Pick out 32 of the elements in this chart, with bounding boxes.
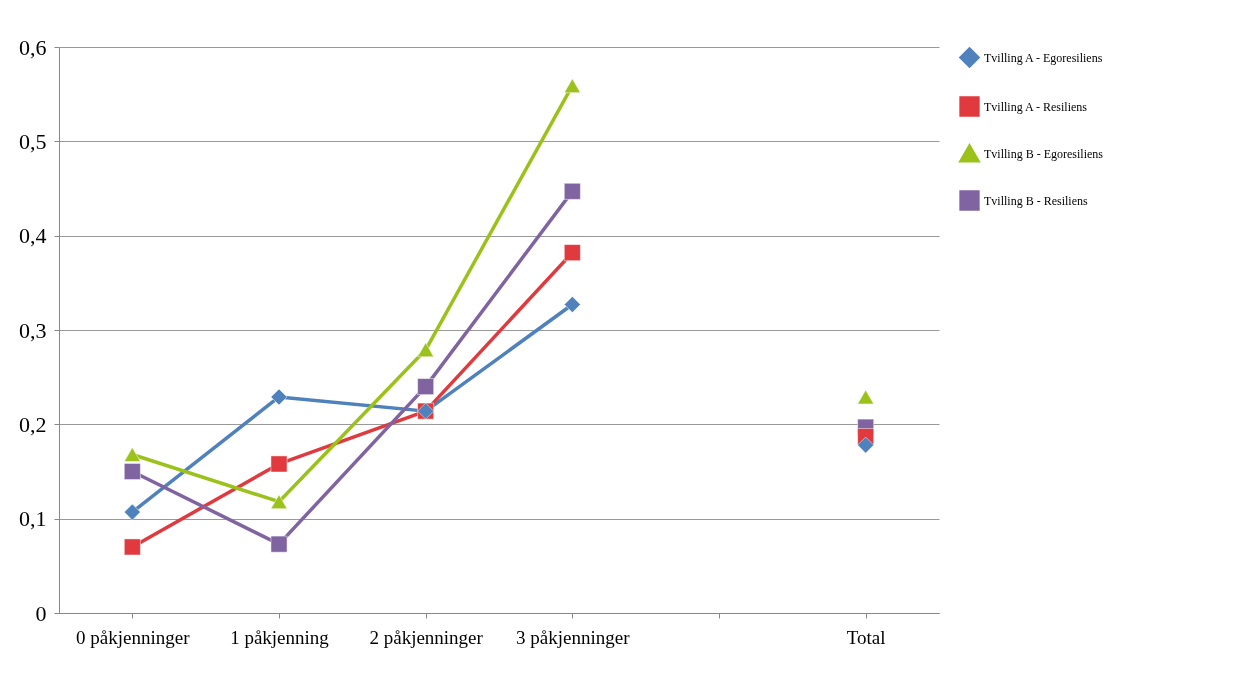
- legend-label: Tvilling A - Resiliens: [984, 99, 1088, 114]
- point: [417, 378, 434, 395]
- point: [857, 389, 874, 405]
- point: [270, 494, 288, 509]
- point: [124, 503, 141, 521]
- point: [124, 463, 141, 480]
- point: [564, 183, 581, 200]
- point: [270, 388, 288, 406]
- x-tick-label: 0 påkjenninger: [76, 626, 191, 648]
- point: [857, 436, 874, 454]
- y-tick-label: 0,1: [19, 506, 47, 532]
- x-tick-label: 3 påkjenninger: [516, 626, 631, 648]
- legend-label: Tvilling B - Egoresiliens: [984, 146, 1104, 161]
- y-tick-label: 0: [35, 600, 47, 626]
- y-tick-label: 0,5: [19, 128, 47, 154]
- legend-label: Tvilling B - Resiliens: [984, 193, 1088, 208]
- point: [564, 296, 581, 313]
- y-tick-label: 0,6: [19, 34, 47, 60]
- point: [564, 78, 581, 93]
- y-tick-label: 0,2: [19, 411, 47, 437]
- point: [270, 455, 288, 473]
- legend-label: Tvilling A - Egoresiliens: [984, 50, 1103, 65]
- x-tick-label: 1 påkjenning: [230, 626, 330, 648]
- point: [270, 535, 288, 553]
- x-tick-label: 2 påkjenninger: [369, 626, 484, 648]
- point: [124, 538, 141, 556]
- point: [564, 244, 581, 261]
- point: [124, 447, 141, 462]
- x-tick-label: Total: [846, 626, 886, 648]
- y-tick-label: 0,4: [19, 223, 47, 249]
- point: [417, 342, 434, 358]
- y-tick-label: 0,3: [19, 317, 47, 343]
